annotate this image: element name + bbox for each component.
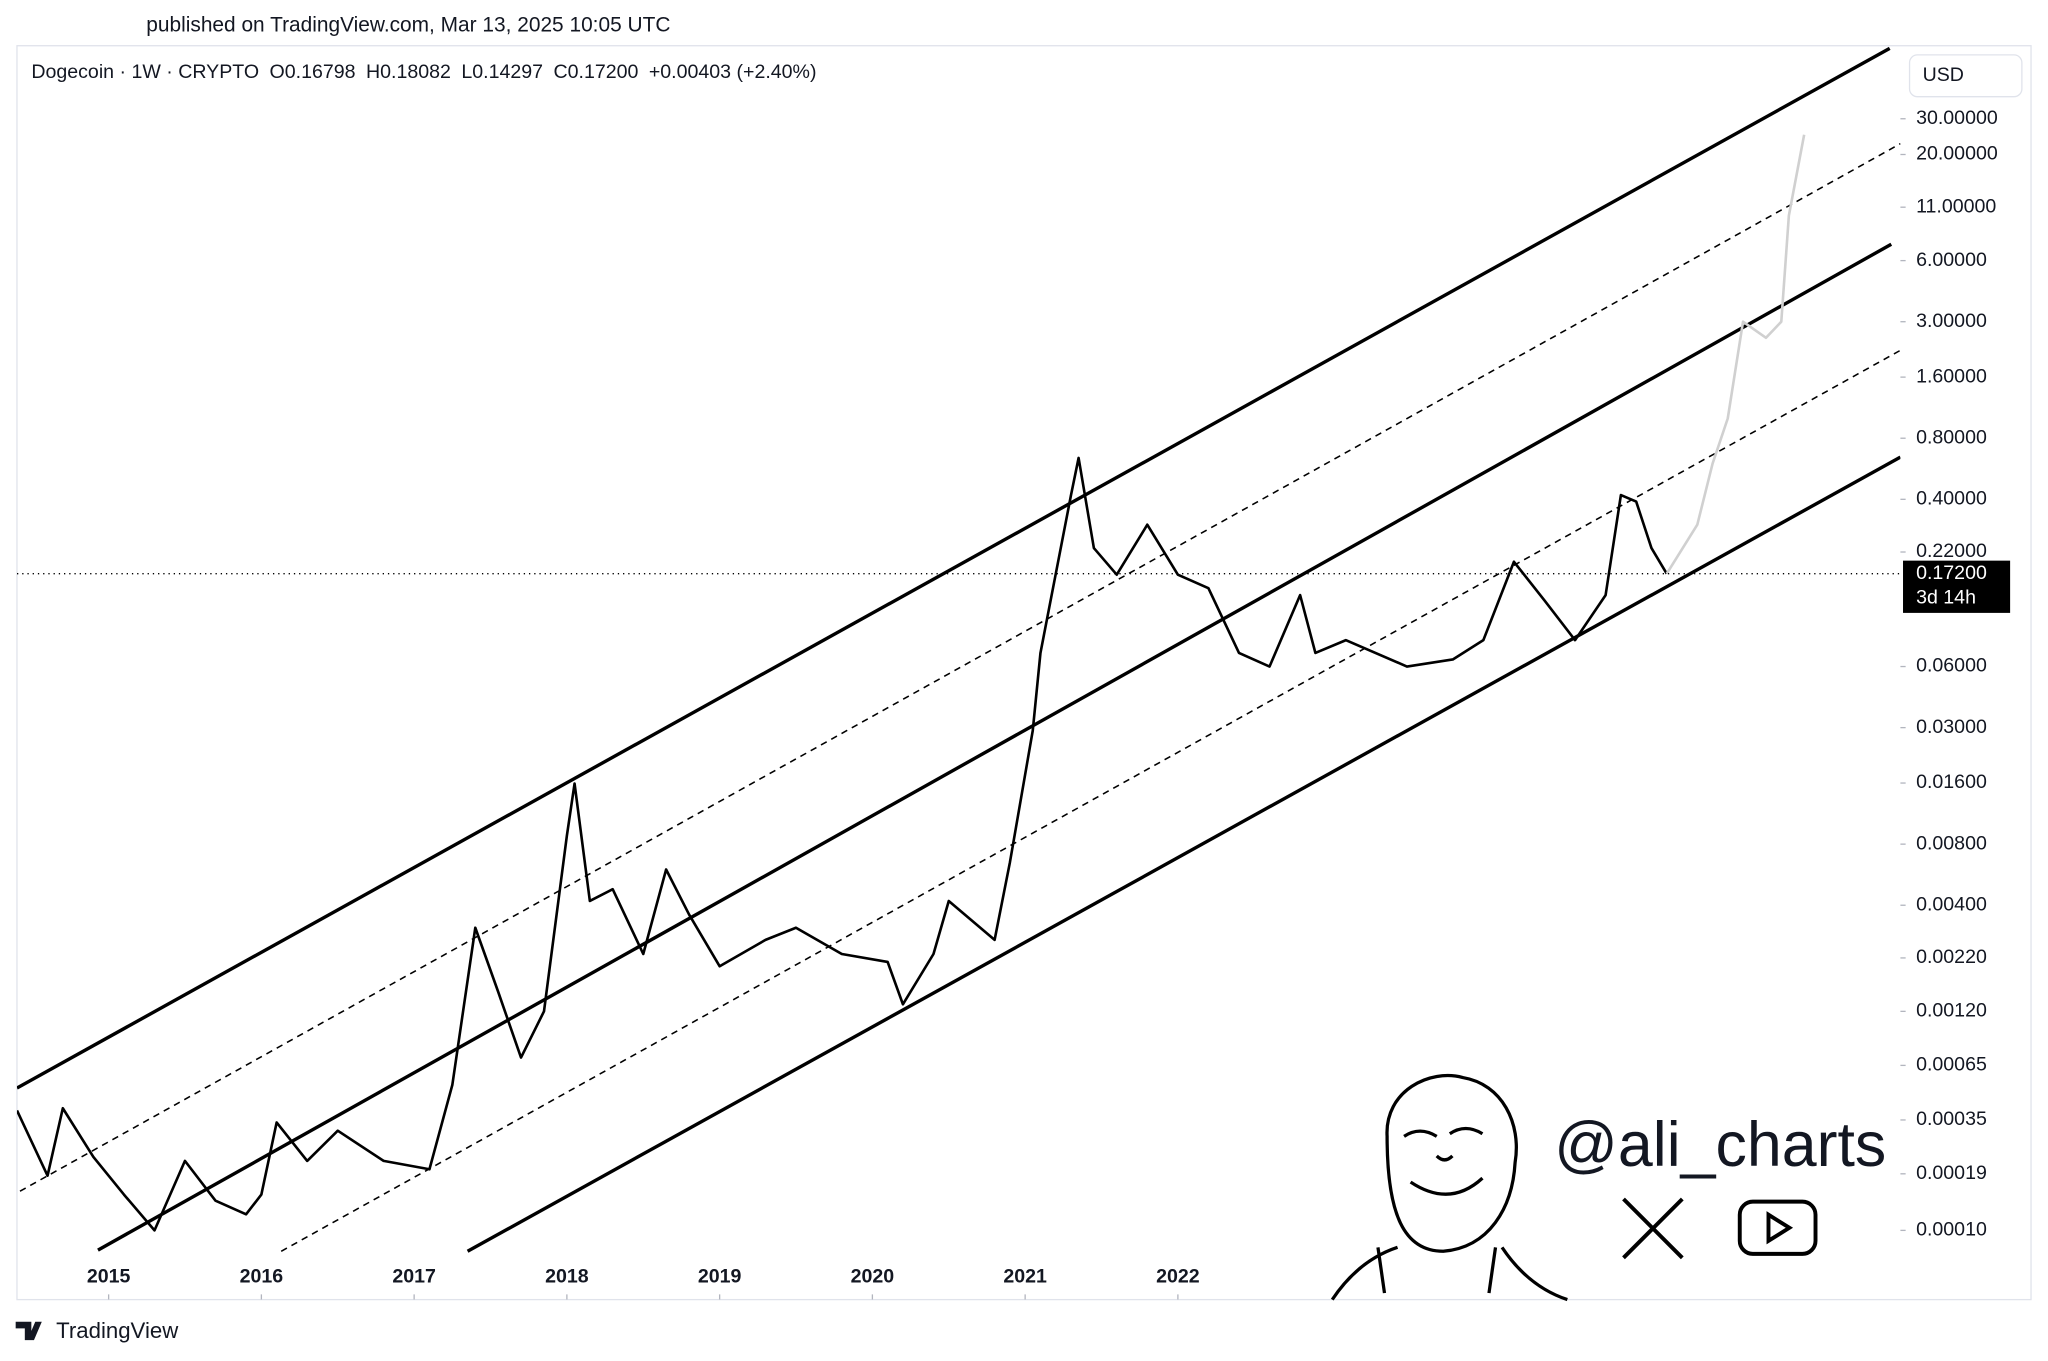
logo-icon [15,1321,42,1341]
symbol-legend: Dogecoin · 1W · CRYPTO O0.16798 H0.18082 L0… [31,61,816,83]
countdown-label: 3d 14h [1916,587,1976,609]
last-price-tag [1903,560,2011,613]
low: L0.14297 [461,61,543,83]
y-tick-label: 0.03000 [1916,716,1987,738]
price-line [1665,134,1806,575]
x-tick-label: 2019 [698,1266,742,1288]
y-tick-label: 1.60000 [1916,365,1987,387]
price-axis: 0.00010 0.00019 0.00035 0.00065 0.00120 0.002… [1900,107,2011,1241]
y-tick-label: 20.00000 [1916,143,1998,165]
y-tick-label: 0.00035 [1916,1108,1987,1130]
channel-line [16,46,1891,1090]
x-tick-label: 2016 [240,1266,284,1288]
y-tick-label: 0.00065 [1916,1054,1987,1076]
y-tick-label: 0.06000 [1916,655,1987,677]
chart-frame [16,45,2032,1301]
y-tick-label: 0.00400 [1916,893,1987,915]
last-price-label: 0.17200 [1916,562,1987,584]
watermark: @ali_charts [1554,1110,1886,1180]
y-tick-label: 0.00010 [1916,1219,1987,1241]
y-tick-label: 0.00220 [1916,946,1987,968]
change: +0.00403 (+2.40%) [649,61,817,83]
social-icons [1622,1197,1818,1260]
price-line [16,456,1668,1232]
y-tick-label: 0.22000 [1916,540,1987,562]
x-tick-label: 2022 [1156,1266,1200,1288]
footer-logo [15,1321,42,1341]
y-tick-label: 0.00019 [1916,1162,1987,1184]
brand-label: TradingView [56,1318,179,1343]
open: O0.16798 [270,61,356,83]
y-tick-label: 0.01600 [1916,771,1987,793]
y-tick-label: 0.40000 [1916,487,1987,509]
y-tick-label: 3.00000 [1916,310,1987,332]
currency-button[interactable] [1908,54,2023,98]
x-tick-label: 2020 [851,1266,895,1288]
channel-line [466,455,1901,1253]
y-tick-label: 11.00000 [1916,195,1996,217]
plot-area [16,46,1901,1300]
published-note: published on TradingView.com, Mar 13, 20… [146,14,670,37]
y-tick-label: 0.80000 [1916,426,1987,448]
x-tick-label: 2018 [545,1266,589,1288]
high: H0.18082 [366,61,451,83]
channel-line [97,242,1893,1252]
x-tick-label: 2017 [392,1266,436,1288]
y-tick-label: 30.00000 [1916,107,1998,129]
close: C0.17200 [554,61,639,83]
avatar [1330,1073,1568,1302]
y-tick-label: 0.00120 [1916,1000,1987,1022]
x-tick-label: 2015 [87,1266,131,1288]
symbol: Dogecoin · 1W · CRYPTO [31,61,259,83]
channel-line [19,142,1901,1192]
y-tick-label: 0.00800 [1916,832,1987,854]
currency-label[interactable]: USD [1923,64,1964,86]
y-tick-label: 6.00000 [1916,249,1987,271]
x-tick-label: 2021 [1003,1266,1047,1288]
